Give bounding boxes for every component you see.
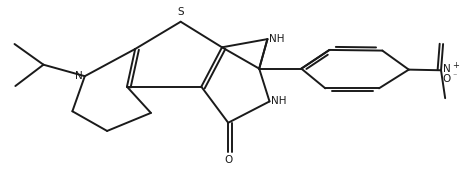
- Text: O: O: [443, 74, 451, 84]
- Text: O: O: [224, 155, 232, 165]
- Text: S: S: [177, 7, 184, 17]
- Text: +: +: [452, 61, 459, 70]
- Text: NH: NH: [271, 96, 287, 106]
- Text: N: N: [443, 64, 450, 74]
- Text: N: N: [75, 71, 83, 81]
- Text: ⁻: ⁻: [452, 71, 456, 80]
- Text: NH: NH: [269, 34, 285, 44]
